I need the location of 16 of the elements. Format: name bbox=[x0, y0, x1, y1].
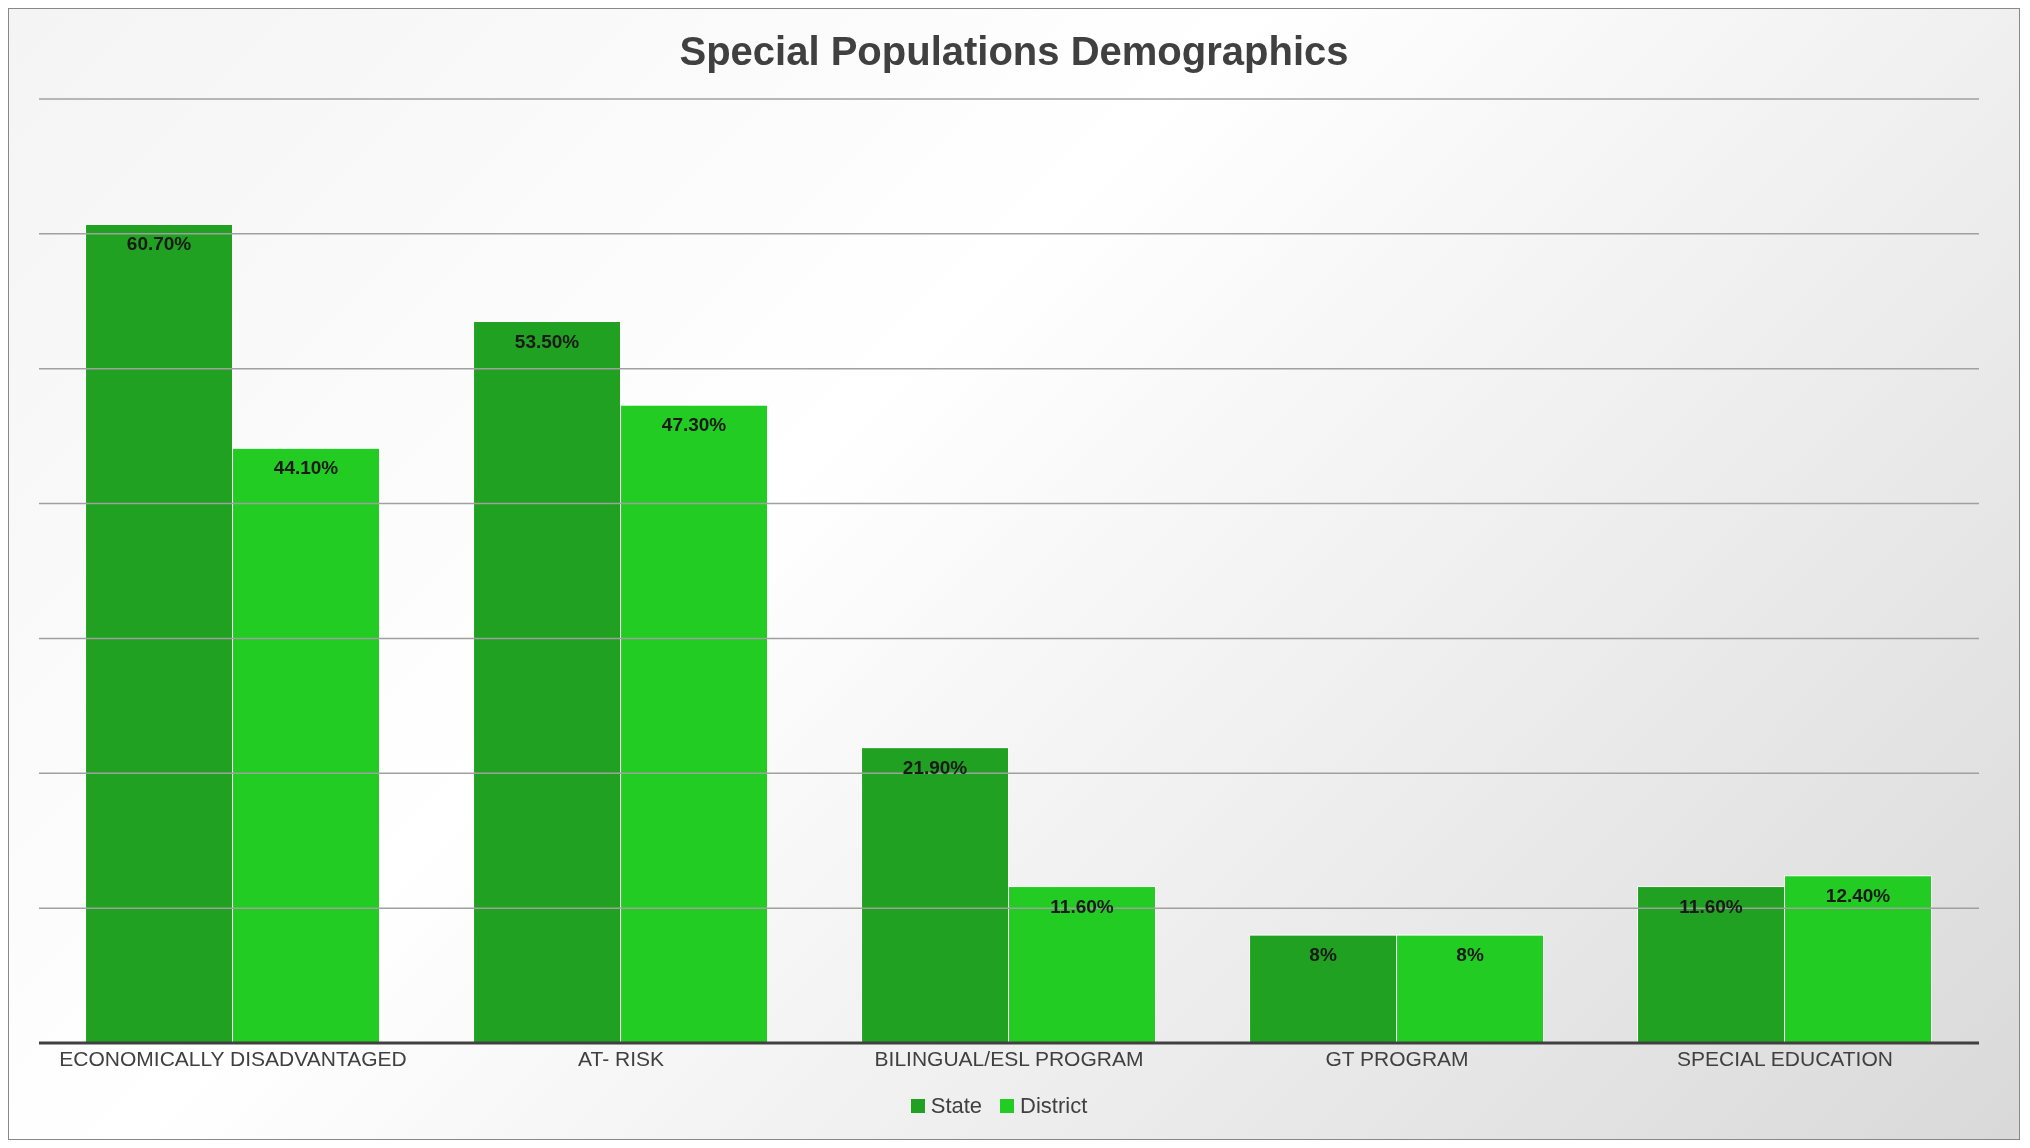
x-tick-label: SPECIAL EDUCATION bbox=[1677, 1046, 1893, 1070]
data-label: 60.70% bbox=[126, 233, 192, 255]
data-label: 8% bbox=[1456, 944, 1484, 966]
data-label: 8% bbox=[1309, 944, 1337, 966]
data-label: 21.90% bbox=[902, 756, 968, 778]
data-label: 53.50% bbox=[514, 330, 580, 352]
x-tick-label: AT- RISK bbox=[578, 1046, 664, 1070]
x-tick-label: ECONOMICALLY DISADVANTAGED bbox=[59, 1046, 407, 1070]
x-tick-label: BILINGUAL/ESL PROGRAM bbox=[874, 1046, 1144, 1070]
text: State bbox=[930, 1093, 983, 1119]
x-tick-label: GT PROGRAM bbox=[1325, 1046, 1469, 1070]
chart-title: Special Populations Demographics bbox=[678, 28, 1350, 75]
data-label: 12.40% bbox=[1825, 884, 1891, 906]
data-label: 44.10% bbox=[273, 457, 339, 479]
data-label: 47.30% bbox=[661, 414, 727, 436]
legend-label: District bbox=[1020, 1093, 1088, 1119]
